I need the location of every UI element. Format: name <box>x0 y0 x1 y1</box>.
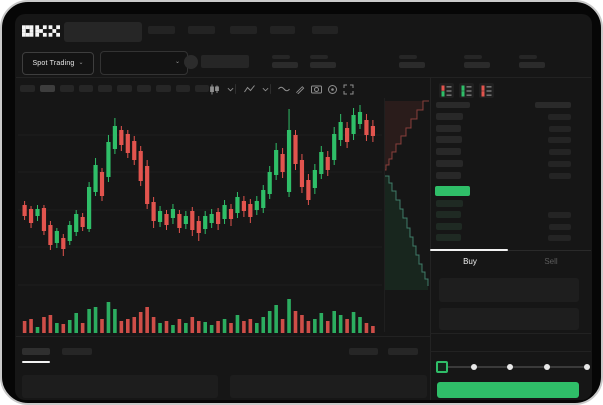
line-style-icon[interactable] <box>278 83 290 95</box>
stat-label-placeholder <box>519 55 537 59</box>
slider-step-dot[interactable] <box>507 364 513 370</box>
slider-step-dot[interactable] <box>544 364 550 370</box>
coin-icon <box>184 55 198 69</box>
camera-icon[interactable] <box>310 83 322 95</box>
stat-value-placeholder <box>399 62 425 68</box>
bottom-filter-placeholder[interactable] <box>388 348 418 355</box>
okx-logo <box>22 24 60 38</box>
orderbook-col-header <box>535 102 571 108</box>
ask-row-amount <box>549 125 571 132</box>
stat-label-placeholder <box>310 55 328 59</box>
search-input[interactable] <box>64 22 142 42</box>
stat-label-placeholder <box>399 55 417 59</box>
stat-value-placeholder <box>272 62 298 68</box>
ask-row-amount <box>549 149 571 156</box>
bid-row-price[interactable] <box>436 211 461 219</box>
slider-handle[interactable] <box>436 361 448 373</box>
app-surface <box>15 14 592 400</box>
toolbar-divider <box>270 84 271 94</box>
pair-selector[interactable]: ⌄ <box>100 51 188 75</box>
interval-button[interactable] <box>156 85 171 92</box>
book-bids-icon[interactable] <box>459 83 474 98</box>
chevron-down-icon[interactable] <box>224 83 236 95</box>
ask-row-price[interactable] <box>436 124 461 132</box>
candle-type-icon[interactable] <box>208 83 220 95</box>
slider-step-dot[interactable] <box>584 364 590 370</box>
bid-row-price[interactable] <box>436 200 463 207</box>
bottom-tab-placeholder[interactable] <box>22 348 50 355</box>
fullscreen-icon[interactable] <box>342 83 354 95</box>
ask-row-price[interactable] <box>436 113 463 120</box>
stat-label-placeholder <box>272 55 290 59</box>
ask-row-amount <box>548 137 571 144</box>
buy-button[interactable] <box>437 382 579 398</box>
stat-label-placeholder <box>464 55 482 59</box>
settings-icon[interactable] <box>326 83 338 95</box>
orderbook-col-header <box>436 102 470 108</box>
ask-row-amount <box>548 114 571 120</box>
nav-item-placeholder[interactable] <box>188 26 215 34</box>
interval-button[interactable] <box>117 85 132 92</box>
bottom-panel-placeholder <box>230 375 427 398</box>
ask-row-price[interactable] <box>436 159 463 167</box>
bottom-panel-placeholder <box>22 375 218 398</box>
interval-button[interactable] <box>176 85 190 92</box>
tab-buy[interactable]: Buy <box>463 257 477 266</box>
nav-item-placeholder[interactable] <box>270 26 295 34</box>
interval-button[interactable] <box>79 85 93 92</box>
bid-row-amount <box>549 223 571 230</box>
market-type-label: Spot Trading <box>32 60 75 67</box>
bottom-active-tab-underline <box>22 361 50 363</box>
bid-row-amount <box>548 235 571 242</box>
active-tab-indicator <box>430 249 508 251</box>
price-input[interactable] <box>439 278 579 302</box>
interval-button[interactable] <box>195 85 209 92</box>
stat-value-placeholder <box>519 62 545 68</box>
bottom-tab-placeholder[interactable] <box>62 348 92 355</box>
slider-step-dot[interactable] <box>471 364 477 370</box>
chevron-down-icon: ⌄ <box>174 59 180 65</box>
stat-value-placeholder <box>464 62 490 68</box>
interval-button[interactable] <box>60 85 74 92</box>
stat-value-placeholder <box>310 62 336 68</box>
amount-slider-track[interactable] <box>442 366 587 368</box>
indicator-icon[interactable] <box>243 83 255 95</box>
market-type-selector[interactable]: Spot Trading ⌄ <box>22 52 94 75</box>
bid-row-price[interactable] <box>436 234 461 242</box>
bid-row-price[interactable] <box>436 222 462 230</box>
ask-row-price[interactable] <box>436 148 461 156</box>
interval-button[interactable] <box>20 85 35 92</box>
nav-item-placeholder[interactable] <box>148 26 175 34</box>
draw-icon[interactable] <box>294 83 306 95</box>
book-both-icon[interactable] <box>439 83 454 98</box>
ask-row-amount <box>549 172 571 179</box>
last-price-badge[interactable] <box>435 186 470 196</box>
amount-input[interactable] <box>439 308 579 330</box>
nav-item-placeholder[interactable] <box>230 26 257 34</box>
book-asks-icon[interactable] <box>479 83 494 98</box>
ask-row-price[interactable] <box>436 171 461 179</box>
ask-row-amount <box>548 160 571 167</box>
interval-button[interactable] <box>98 85 112 92</box>
interval-button[interactable] <box>40 85 55 92</box>
pair-name-placeholder <box>201 55 249 68</box>
chevron-down-icon[interactable] <box>259 83 271 95</box>
ask-row-price[interactable] <box>436 136 462 144</box>
bottom-filter-placeholder[interactable] <box>349 348 378 355</box>
interval-button[interactable] <box>137 85 151 92</box>
bid-row-amount <box>548 212 571 219</box>
nav-item-placeholder[interactable] <box>312 26 338 34</box>
tab-sell[interactable]: Sell <box>544 257 558 266</box>
chevron-down-icon: ⌄ <box>78 59 84 66</box>
toolbar-divider <box>235 84 236 94</box>
